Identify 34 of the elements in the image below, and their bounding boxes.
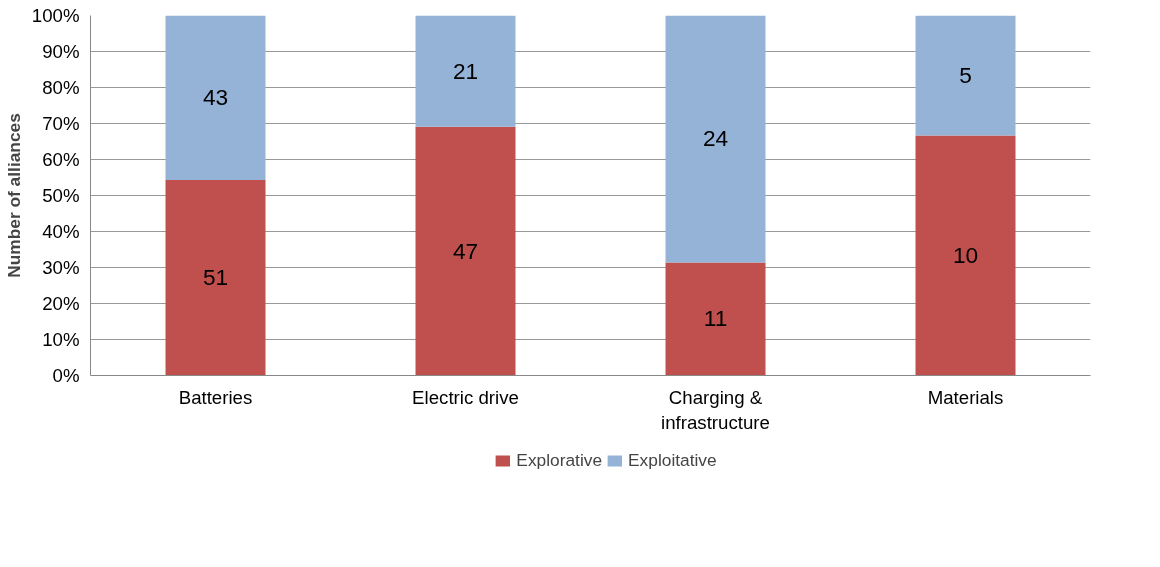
annotation: 51 [202,264,229,291]
y-tick-label: 70% [42,113,80,134]
y-tick-label: 60% [42,149,80,170]
bar [415,15,516,127]
y-tick-label: 90% [42,41,80,62]
y-tick-label: 30% [42,257,80,278]
bar [665,15,766,263]
y-axis-title: Number of alliances [3,113,24,278]
bar [915,135,1016,376]
annotation: 21 [452,57,479,84]
y-tick-label: 80% [42,77,80,98]
annotation: 47 [452,237,479,264]
x-tick-label: Charging & infrastructure [661,386,770,433]
legend-label: Explorative [516,449,603,471]
bar [165,180,266,376]
y-tick-label: 100% [31,5,80,26]
annotation: 11 [703,305,728,332]
bar [415,126,516,376]
x-tick-label: Materials [927,386,1004,408]
legend-label: Exploitative [628,449,717,471]
y-tick-label: 0% [52,365,80,386]
annotation: 10 [952,241,979,268]
y-tick-label: 20% [42,293,80,314]
bar [665,262,766,376]
x-tick-label: Batteries [178,386,253,408]
annotation: 24 [702,125,729,152]
x-tick-label: Electric drive [412,386,519,408]
bar [915,15,1016,136]
y-tick-label: 50% [42,185,80,206]
y-tick-label: 40% [42,221,80,242]
annotation: 43 [202,84,229,111]
bar [165,15,266,181]
y-tick-label: 10% [42,329,80,350]
annotation: 5 [959,61,972,88]
